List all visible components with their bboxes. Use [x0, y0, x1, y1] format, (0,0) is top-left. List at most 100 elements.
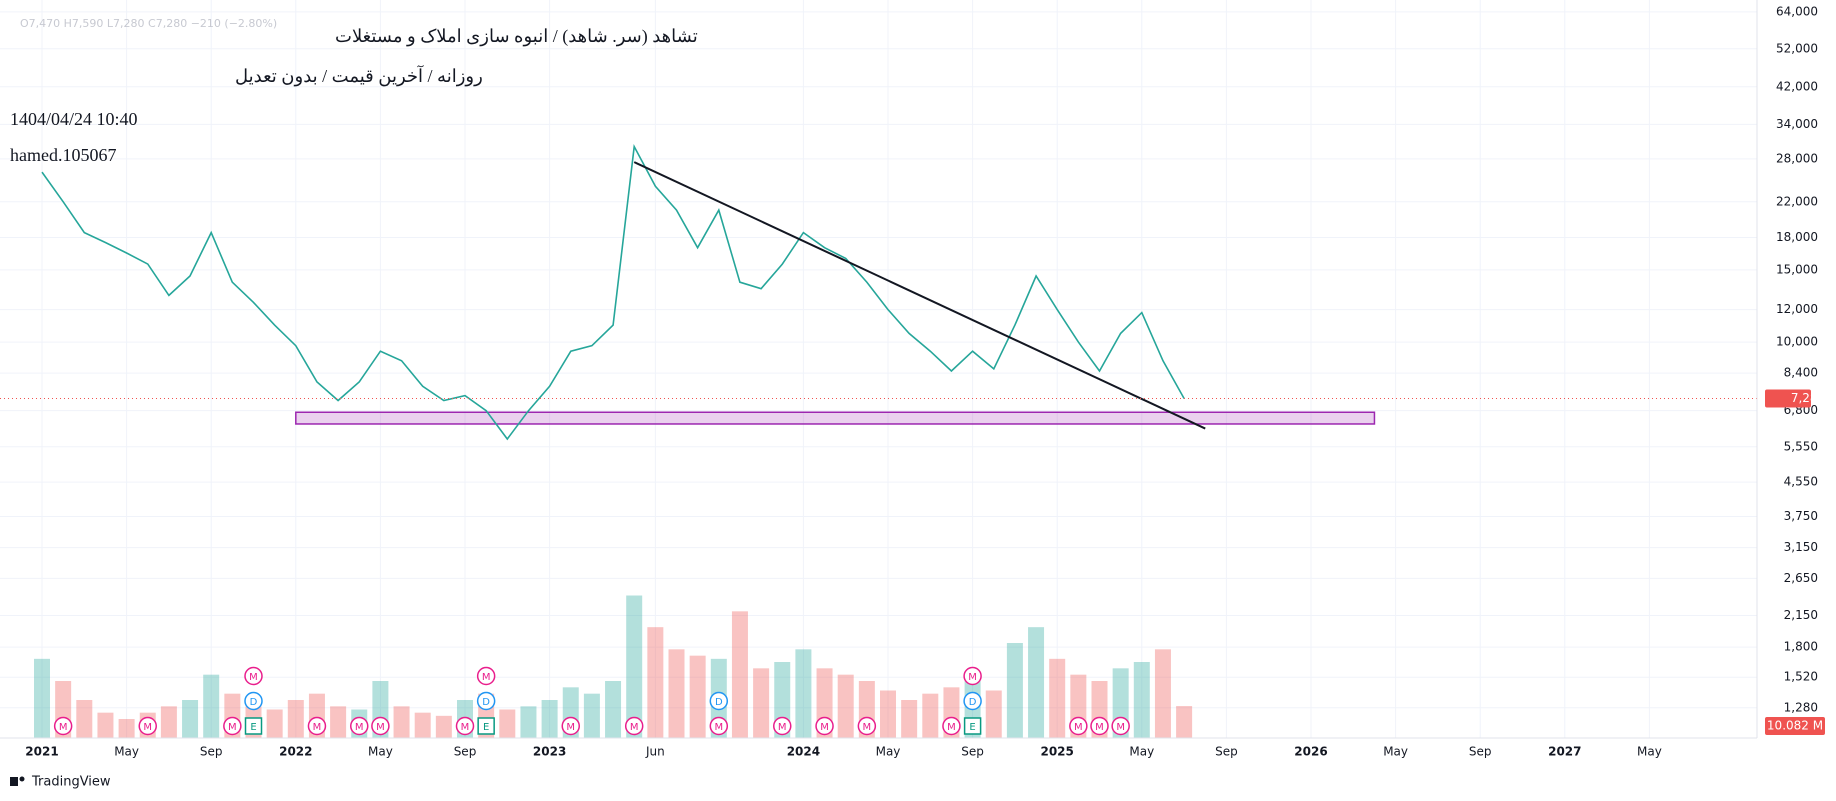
event-badge — [138, 716, 157, 736]
subtitle: روزانه / آخرین قیمت / بدون تعدیل — [235, 65, 483, 87]
volume-bar — [541, 700, 558, 738]
event-badge — [307, 716, 327, 736]
volume-bar — [626, 595, 643, 738]
event-badge — [773, 716, 792, 736]
event-badge — [1111, 716, 1130, 736]
volume-bar — [731, 611, 748, 738]
event-label: M — [714, 722, 723, 733]
event-badge — [963, 691, 982, 711]
volume-bar — [647, 627, 664, 738]
last-price-tag — [1765, 389, 1811, 408]
volume-bar — [287, 700, 304, 738]
volume-bar — [414, 712, 431, 738]
last-price-label: 7,280 — [1791, 391, 1825, 405]
x-tick-label: 2024 — [787, 745, 820, 759]
x-tick-label: 2027 — [1548, 745, 1581, 759]
event-badge — [350, 716, 369, 736]
x-tick-label: Sep — [454, 745, 477, 759]
volume-bar — [182, 700, 199, 738]
event-label: M — [863, 722, 872, 733]
x-tick-label: Sep — [1469, 745, 1492, 759]
brand: TradingView — [31, 775, 111, 790]
x-tick-label: May — [1637, 745, 1662, 759]
volume-bar — [266, 709, 283, 738]
y-tick-label: 15,000 — [1776, 262, 1818, 276]
volume-bar — [330, 706, 347, 738]
volume-bar — [435, 715, 452, 738]
event-label: E — [250, 722, 256, 733]
volume-bar — [605, 681, 622, 738]
event-label: M — [947, 722, 956, 733]
price-line — [41, 143, 1185, 441]
y-tick-label: 18,000 — [1776, 230, 1818, 244]
volume-bar — [1028, 627, 1045, 738]
volume-bar — [837, 674, 854, 738]
event-label: M — [249, 672, 258, 683]
event-label: M — [1074, 722, 1083, 733]
x-tick-label: 2022 — [279, 745, 312, 759]
event-badge — [455, 716, 475, 736]
event-badge — [371, 716, 390, 736]
event-badge — [244, 691, 263, 711]
event-label: D — [715, 697, 723, 708]
x-tick-label: 2025 — [1040, 745, 1073, 759]
volume-bar — [1154, 649, 1171, 738]
event-badge — [709, 691, 729, 711]
logo-mark — [10, 777, 18, 786]
volume-bar — [880, 690, 896, 738]
event-label: M — [1095, 722, 1104, 733]
y-tick-label: 22,000 — [1776, 194, 1818, 208]
event-badge — [476, 666, 496, 686]
volume-bar — [520, 706, 537, 738]
y-tick-label: 34,000 — [1776, 117, 1818, 131]
x-tick-label: May — [1383, 745, 1408, 759]
event-label: M — [355, 722, 364, 733]
y-tick-label: 42,000 — [1776, 79, 1818, 93]
volume-bar — [97, 712, 114, 738]
y-tick-label: 64,000 — [1776, 4, 1818, 18]
y-tick-label: 8,400 — [1784, 366, 1818, 380]
event-badge — [244, 717, 263, 735]
volume-bar — [583, 693, 600, 738]
event-label: M — [820, 722, 829, 733]
grid — [0, 0, 1757, 738]
y-tick-label: 2,150 — [1784, 608, 1818, 622]
event-badge — [477, 717, 495, 735]
event-badge — [1090, 716, 1109, 736]
event-label: E — [483, 722, 489, 733]
event-label: M — [778, 722, 787, 733]
volume-bar — [76, 700, 93, 738]
volume-bar — [689, 655, 706, 738]
y-tick-label: 10,000 — [1776, 335, 1818, 349]
volume-bar — [1006, 643, 1023, 738]
event-badge — [815, 716, 834, 736]
x-tick-label: May — [1129, 745, 1154, 759]
volume-bar — [34, 658, 50, 738]
event-badge — [624, 716, 644, 736]
y-tick-label: 12,000 — [1776, 302, 1818, 316]
y-tick-label: 5,550 — [1784, 439, 1818, 453]
event-badge — [963, 717, 982, 735]
x-tick-label: 2021 — [25, 745, 58, 759]
event-label: D — [969, 697, 977, 708]
event-badge — [476, 691, 496, 711]
x-tick-label: Sep — [961, 745, 984, 759]
logo-mark — [19, 776, 25, 782]
event-label: M — [59, 722, 68, 733]
event-label: M — [482, 672, 491, 683]
event-label: M — [630, 722, 639, 733]
y-tick-label: 2,650 — [1784, 571, 1818, 585]
x-tick-label: May — [876, 745, 901, 759]
event-badge — [53, 716, 73, 736]
event-label: M — [228, 722, 237, 733]
ohlc-label: O7,470 H7,590 L7,280 C7,280 −210 (−2.80%… — [20, 17, 277, 30]
event-badge — [244, 666, 263, 686]
event-label: M — [313, 722, 322, 733]
y-tick-label: 28,000 — [1776, 151, 1818, 165]
volume-bar — [160, 706, 177, 738]
last-volume-label: 10.082 M — [1767, 719, 1823, 733]
brand-logo: TradingView — [10, 775, 111, 790]
volume-bar — [795, 649, 812, 738]
x-tick-label: May — [114, 745, 139, 759]
